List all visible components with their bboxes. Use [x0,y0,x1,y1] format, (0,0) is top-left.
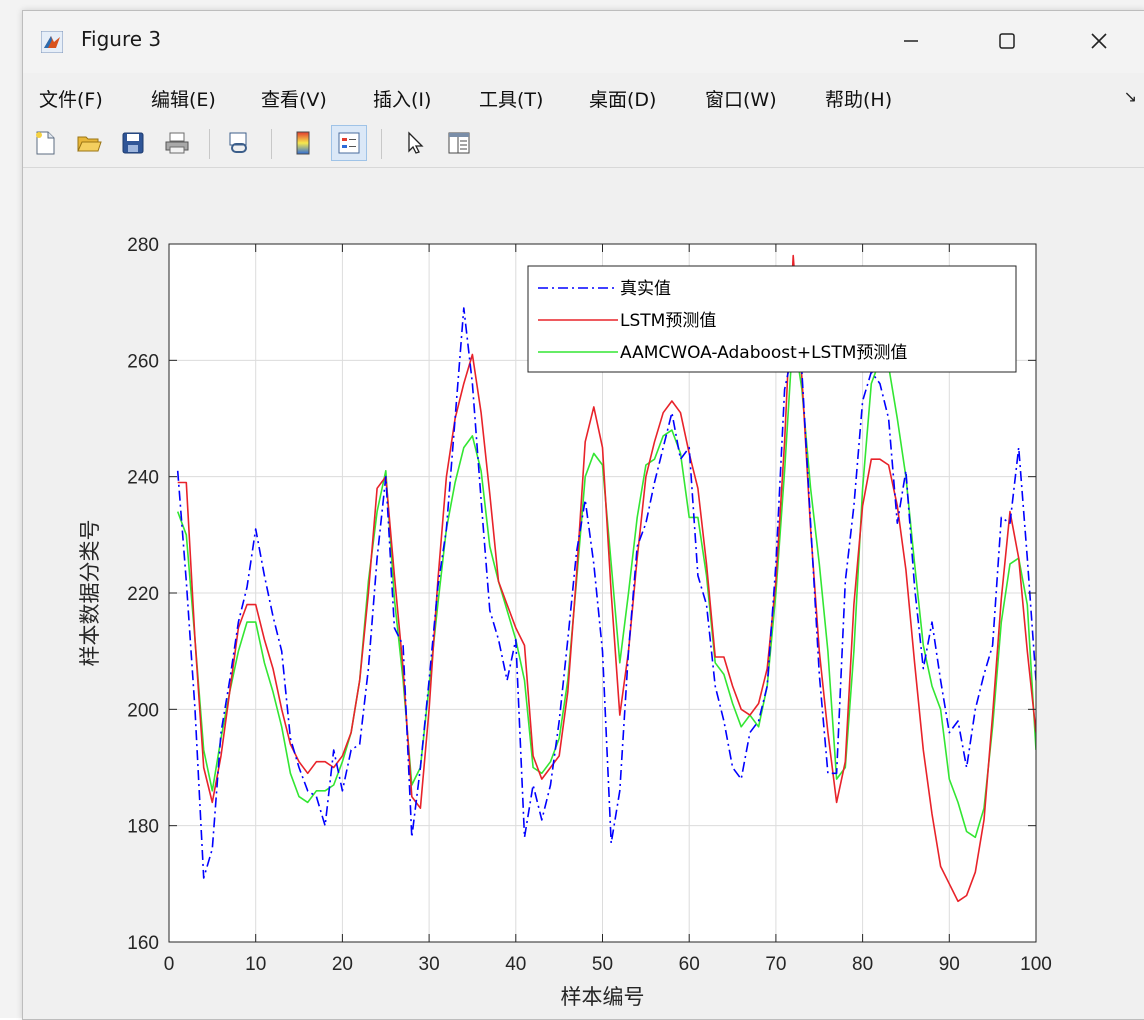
y-axis-title: 样本数据分类号 [78,520,102,667]
x-tick-label: 80 [852,954,873,975]
series-line-1 [177,254,1036,903]
close-icon [1091,33,1107,49]
new-figure-button[interactable] [27,125,63,161]
menu-desktop[interactable]: 桌面(D) [589,89,657,111]
menu-insert[interactable]: 插入(I) [373,89,432,111]
insert-legend-button[interactable] [331,125,367,161]
y-tick-label: 280 [127,235,159,256]
insert-colorbar-button[interactable] [285,125,321,161]
toolbar [23,119,1144,168]
link-plot-icon [229,132,247,153]
y-tick-label: 240 [127,468,159,489]
open-file-icon [77,136,102,152]
x-axis-title: 样本编号 [561,985,645,1009]
toolbar-separator [209,129,210,159]
menu-tools[interactable]: 工具(T) [479,89,544,111]
save-button[interactable] [115,125,151,161]
close-button[interactable] [1077,21,1121,61]
print-icon [165,132,189,154]
x-tick-label: 70 [765,954,786,975]
menu-bar: 文件(F) 编辑(E) 查看(V) 插入(I) 工具(T) 桌面(D) 窗口(W… [23,73,1144,119]
title-bar: Figure 3 [23,11,1144,73]
legend-label: LSTM预测值 [620,311,716,331]
matlab-logo-icon [41,31,63,53]
y-tick-label: 260 [127,351,159,372]
y-tick-label: 200 [127,700,159,721]
window-title: Figure 3 [81,27,162,51]
x-tick-label: 0 [164,954,175,975]
x-tick-label: 90 [939,954,960,975]
new-figure-icon [36,131,55,155]
link-plot-button[interactable] [221,125,257,161]
menu-view[interactable]: 查看(V) [261,89,327,111]
toolbar-separator [271,129,272,159]
toolbar-separator [381,129,382,159]
line-chart: 0 10 20 30 40 50 60 70 80 90 100 160 180 200 220 240 260… [78,235,1052,1009]
legend-box [527,265,1017,373]
minimize-icon [904,40,918,42]
maximize-icon [999,33,1015,49]
x-tick-label: 100 [1020,954,1052,975]
save-icon [122,132,144,154]
y-tick-label: 220 [127,584,159,605]
series-line-0 [176,307,1036,879]
y-tick-label: 180 [127,817,159,838]
x-tick-label: 30 [419,954,440,975]
legend-label: 真实值 [620,279,671,299]
menu-help[interactable]: 帮助(H) [825,89,893,111]
figure-window: Figure 3 文件(F) 编辑(E) 查看(V) 插入(I) 工具(T) 桌… [22,10,1144,1020]
menu-window[interactable]: 窗口(W) [705,89,777,111]
edit-plot-button[interactable] [397,125,433,161]
legend-icon [338,132,360,154]
open-file-button[interactable] [71,125,107,161]
figure-canvas: 0 10 20 30 40 50 60 70 80 90 100 160 180 200 220 240 260… [23,168,1144,1019]
property-inspector-icon [448,132,470,154]
x-tick-label: 50 [592,954,613,975]
x-tick-label: 60 [679,954,700,975]
x-tick-label: 20 [332,954,353,975]
minimize-button[interactable] [889,21,933,61]
menu-edit[interactable]: 编辑(E) [151,89,216,111]
menu-file[interactable]: 文件(F) [39,89,103,111]
legend-label: AAMCWOA-Adaboost+LSTM预测值 [620,343,907,363]
x-tick-label: 40 [505,954,526,975]
print-button[interactable] [159,125,195,161]
colorbar-icon [296,131,310,155]
y-tick-label: 160 [127,933,159,954]
x-tick-label: 10 [245,954,266,975]
maximize-button[interactable] [985,21,1029,61]
dock-arrow-icon[interactable]: ↘ [1123,87,1137,106]
edit-plot-pointer-icon [408,131,424,154]
property-inspector-button[interactable] [441,125,477,161]
